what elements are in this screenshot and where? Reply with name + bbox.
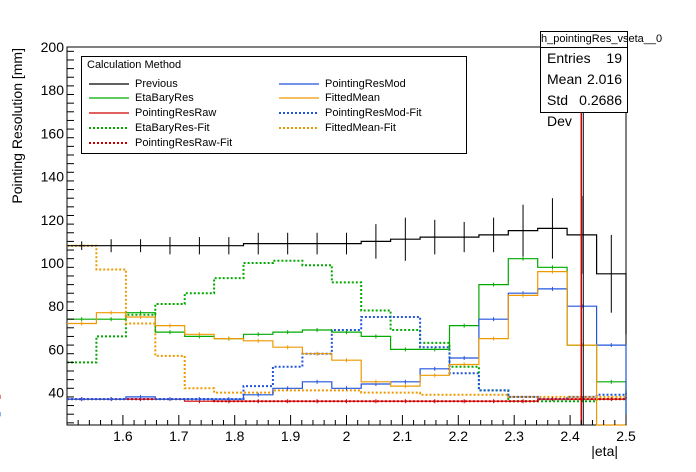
series-pointingresmod: [67, 288, 627, 415]
y-tick-label: 140: [41, 169, 65, 185]
y-axis-label: Pointing Resolution [mm]: [9, 48, 25, 204]
legend-swatch: [89, 83, 129, 85]
x-tick-label: 1.6: [113, 428, 133, 444]
stats-title: h_pointingRes_vseta__0: [541, 32, 662, 48]
x-tick-label: 1.9: [281, 428, 301, 444]
stats-box: h_pointingRes_vseta__0 Entries 19 Mean 2…: [540, 31, 662, 129]
stats-entries-value: 19: [606, 50, 622, 66]
y-tick-label: 200: [41, 39, 65, 55]
x-tick-label: 2.1: [393, 428, 413, 444]
legend: Calculation Method Previous EtaBaryRes Poi…: [81, 56, 467, 154]
stats-row-std: Std Dev 0.2686: [541, 90, 627, 129]
x-tick-label: 1.8: [225, 428, 245, 444]
x-tick-label: 2.3: [504, 428, 524, 444]
legend-swatch: [89, 97, 129, 99]
stats-row-entries: Entries 19: [541, 48, 627, 69]
x-tick-label: 2.5: [616, 428, 636, 444]
legend-label: PointingResRaw-Fit: [135, 137, 233, 149]
x-axis-label: |eta|: [591, 443, 618, 459]
stats-mean-label: Mean: [547, 71, 583, 87]
x-tick-label: 2: [343, 428, 351, 444]
legend-label: EtaBaryRes: [135, 92, 194, 104]
legend-label: FittedMean: [325, 92, 381, 104]
stats-std-label: Std Dev: [547, 92, 572, 129]
x-tick-label: 2.2: [449, 428, 469, 444]
x-tick-label: 1.7: [169, 428, 189, 444]
y-tick-label: 120: [41, 212, 65, 228]
y-tick-label: 80: [48, 298, 64, 314]
legend-swatch: [279, 127, 319, 129]
legend-swatch: [89, 127, 129, 129]
legend-label: PointingResMod-Fit: [325, 107, 422, 119]
legend-swatch: [279, 83, 319, 85]
legend-swatch: [89, 142, 129, 144]
legend-label: PointingResMod: [325, 78, 406, 90]
legend-label: PointingResRaw: [135, 107, 217, 119]
stats-mean-value: 2.016: [586, 71, 622, 87]
y-tick-label: 40: [48, 385, 64, 401]
y-tick-label: 100: [41, 255, 65, 271]
legend-title: Calculation Method: [87, 59, 182, 71]
stats-entries-label: Entries: [547, 50, 591, 66]
series-fittedmean-fit: [67, 244, 627, 398]
y-tick-label: 180: [41, 82, 65, 98]
stats-std-value: 0.2686: [579, 92, 622, 108]
legend-swatch: [279, 112, 319, 114]
x-tick-label: 2.4: [560, 428, 580, 444]
series-etabaryres-fit: [67, 259, 626, 403]
legend-label: FittedMean-Fit: [325, 122, 396, 134]
y-tick-label: 60: [48, 341, 64, 357]
y-tick-label: 160: [41, 125, 65, 141]
stats-row-mean: Mean 2.016: [541, 69, 627, 90]
legend-label: Previous: [135, 78, 178, 90]
legend-swatch: [89, 112, 129, 114]
legend-swatch: [279, 97, 319, 99]
legend-label: EtaBaryRes-Fit: [135, 122, 210, 134]
axis-layer: 1.6 1.7 1.8 1.9 2 2.1 2.2 2.3 2.4 2.5 40 60 80 100 120…: [41, 39, 636, 444]
